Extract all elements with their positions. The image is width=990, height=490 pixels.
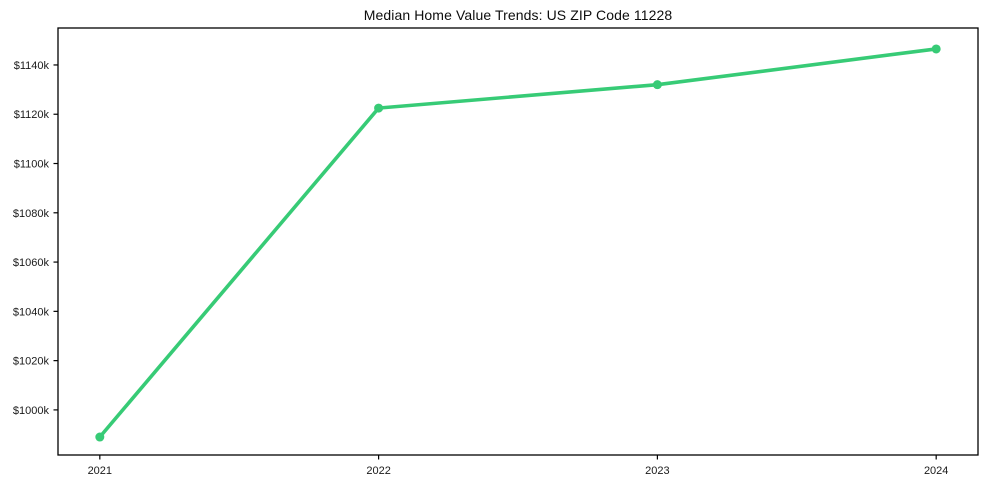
y-tick-label: $1040k (13, 306, 50, 318)
y-tick-label: $1080k (13, 208, 50, 220)
data-point-marker (95, 432, 105, 442)
x-tick-label: 2024 (924, 465, 948, 477)
y-tick-label: $1120k (14, 109, 50, 121)
y-tick-label: $1060k (13, 257, 50, 269)
x-tick-label: 2022 (366, 465, 390, 477)
axes-border (57, 27, 979, 456)
data-point-marker (931, 44, 941, 54)
data-point-marker (652, 80, 662, 90)
y-tick-label: $1100k (14, 159, 50, 171)
x-tick-label: 2023 (645, 465, 669, 477)
y-tick-label: $1140k (14, 60, 50, 72)
x-tick-label: 2021 (88, 465, 112, 477)
chart-title: Median Home Value Trends: US ZIP Code 11… (363, 7, 673, 23)
y-tick-label: $1020k (13, 356, 50, 368)
data-point-marker (374, 103, 384, 113)
y-tick-label: $1000k (13, 405, 50, 417)
trend-line (98, 47, 938, 439)
